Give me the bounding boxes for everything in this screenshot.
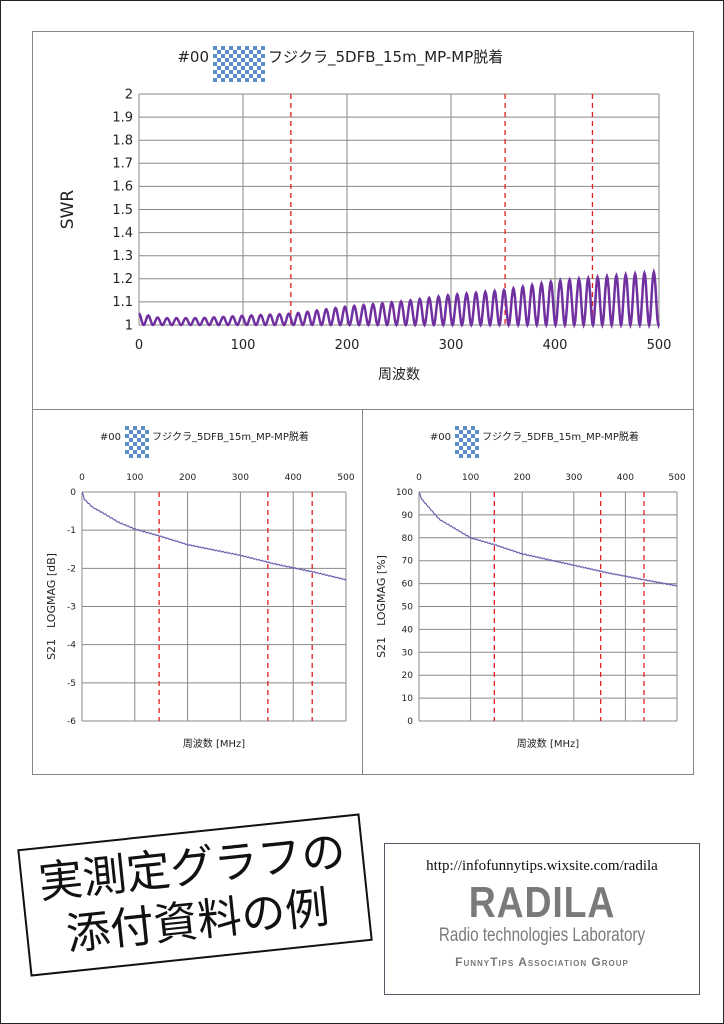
y-tick-label: 40 [402, 625, 414, 635]
s21-percent-chart-panel: #00 フジクラ_5DFB_15m_MP-MP脱着 0 10 20 30 40 50 60 70 8… [362, 409, 694, 775]
y-tick-label: 50 [402, 603, 414, 613]
x-tick-label: 0 [416, 473, 422, 483]
y-tick-label: 20 [402, 671, 414, 681]
y-axis-label: SWR [58, 190, 78, 230]
redacted-checker-block [125, 426, 149, 458]
chart-title-prefix: #00 [177, 48, 209, 66]
redacted-checker-block [455, 426, 479, 458]
x-tick-label: 100 [126, 473, 143, 483]
y-tick-label: -3 [67, 603, 76, 613]
y-tick-label: 1.2 [112, 272, 133, 287]
x-tick-label: 200 [179, 473, 196, 483]
x-tick-label: 400 [543, 338, 568, 353]
x-tick-label: 0 [79, 473, 85, 483]
x-tick-label: 500 [668, 473, 685, 483]
y-tick-label: -1 [67, 526, 76, 536]
y-tick-label: 1 [125, 318, 133, 333]
radila-logo-box: http://infofunnytips.wixsite.com/radila … [384, 843, 700, 995]
chart-title: フジクラ_5DFB_15m_MP-MP脱着 [482, 430, 639, 443]
y-tick-label: 10 [402, 694, 414, 704]
s21-db-chart-panel: #00 フジクラ_5DFB_15m_MP-MP脱着 -6 -5 -4 -3 -2 -1 0 0 10… [32, 409, 364, 775]
y-tick-label: 1.5 [112, 203, 133, 218]
chart-title: フジクラ_5DFB_15m_MP-MP脱着 [268, 48, 503, 67]
y-tick-label: -4 [67, 641, 76, 651]
y-axis-label: S21 LOGMAG [dB] [45, 553, 58, 660]
chart-title-prefix: #00 [100, 432, 121, 443]
sample-banner: 実測定グラフの添付資料の例 [17, 813, 373, 977]
y-tick-label: -6 [67, 717, 76, 727]
logo-name: RADILA [468, 878, 616, 927]
y-tick-label: 70 [402, 557, 414, 567]
y-tick-label: 1.4 [112, 226, 133, 241]
x-tick-label: 500 [337, 473, 354, 483]
x-tick-label: 400 [285, 473, 302, 483]
series-line-swr [138, 267, 661, 330]
y-tick-label: 1.3 [112, 249, 133, 264]
y-tick-label: 2 [125, 87, 133, 102]
y-tick-label: 60 [402, 580, 414, 590]
redacted-checker-block [213, 46, 265, 82]
y-tick-label: 1.8 [112, 134, 133, 149]
y-axis-label: S21 LOGMAG [%] [375, 555, 388, 658]
y-tick-label: 0 [407, 717, 413, 727]
x-tick-label: 500 [647, 338, 672, 353]
y-tick-label: 30 [402, 648, 414, 658]
swr-chart-panel: #00 フジクラ_5DFB_15m_MP-MP脱着 1 1.1 1.2 1.3 1.4 1.5… [32, 31, 694, 411]
y-tick-label: 1.6 [112, 180, 133, 195]
y-tick-label: 1.9 [112, 110, 133, 125]
x-tick-label: 300 [232, 473, 249, 483]
logo-group: FunnyTips Association Group [455, 955, 629, 969]
chart-title-prefix: #00 [430, 432, 451, 443]
x-tick-label: 200 [514, 473, 531, 483]
x-tick-label: 300 [439, 338, 464, 353]
x-tick-label: 300 [565, 473, 582, 483]
swr-chart: #00 フジクラ_5DFB_15m_MP-MP脱着 1 1.1 1.2 1.3 1.4 1.5… [58, 46, 672, 383]
y-tick-label: 80 [402, 534, 414, 544]
x-tick-label: 0 [135, 338, 143, 353]
s21-db-chart: #00 フジクラ_5DFB_15m_MP-MP脱着 -6 -5 -4 -3 -2 -1 00 10… [45, 426, 355, 750]
website-url[interactable]: http://infofunnytips.wixsite.com/radila [426, 858, 658, 874]
y-tick-label: 1.1 [112, 295, 133, 310]
x-axis-label: 周波数 [MHz] [517, 737, 579, 750]
chart-title: フジクラ_5DFB_15m_MP-MP脱着 [152, 430, 309, 443]
y-tick-label: 0 [70, 488, 76, 498]
logo-subtitle: Radio technologies Laboratory [438, 925, 646, 946]
y-tick-label: 100 [396, 488, 413, 498]
x-tick-label: 100 [462, 473, 479, 483]
x-tick-label: 100 [231, 338, 256, 353]
s21-percent-chart: #00 フジクラ_5DFB_15m_MP-MP脱着 0 10 20 30 40 50 60 70 8… [375, 426, 686, 750]
x-tick-label: 200 [335, 338, 360, 353]
y-tick-label: 90 [402, 511, 414, 521]
series-line-s21- [418, 491, 678, 587]
y-tick-label: -2 [67, 564, 76, 574]
x-tick-label: 400 [617, 473, 634, 483]
series-line-s21-db [81, 491, 347, 581]
y-tick-label: -5 [67, 679, 76, 689]
x-axis-label: 周波数 [MHz] [183, 737, 245, 750]
x-axis-label: 周波数 [378, 367, 420, 383]
y-tick-label: 1.7 [112, 157, 133, 172]
